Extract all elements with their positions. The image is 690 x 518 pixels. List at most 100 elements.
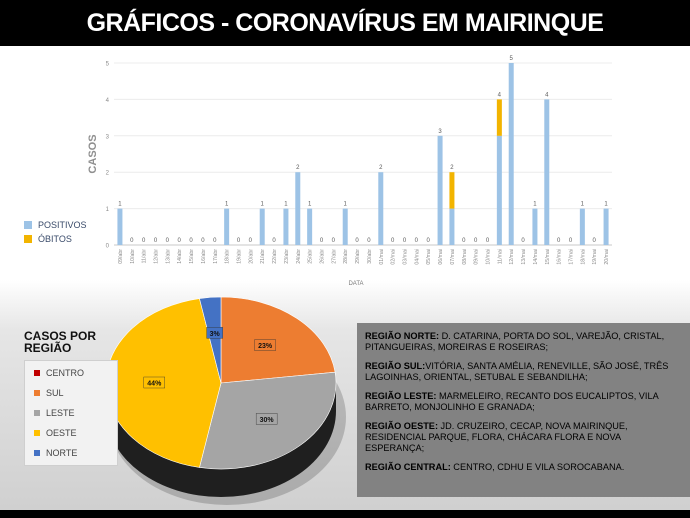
bar-positivos bbox=[283, 208, 289, 245]
x-tick-label: 19/abr bbox=[237, 249, 243, 264]
x-tick-label: 18/abr bbox=[225, 249, 231, 264]
region-central: REGIÃO CENTRAL: CENTRO, CDHU E VILA SORO… bbox=[365, 462, 682, 473]
legend-label-obitos: ÓBITOS bbox=[38, 234, 72, 244]
pie-side bbox=[106, 383, 336, 497]
data-label: 5 bbox=[510, 56, 514, 62]
data-label: 1 bbox=[225, 202, 229, 208]
data-label: 0 bbox=[320, 238, 324, 244]
data-label: 0 bbox=[557, 238, 561, 244]
bar-chart-legend: POSITIVOS ÓBITOS bbox=[24, 218, 87, 246]
x-tick-label: 13/abr bbox=[165, 249, 171, 264]
x-tick-label: 05/mai bbox=[426, 249, 432, 265]
x-tick-label: 21/abr bbox=[260, 249, 266, 264]
data-label: 0 bbox=[569, 238, 573, 244]
y-tick-label: 1 bbox=[106, 207, 110, 213]
x-tick-label: 23/abr bbox=[284, 249, 290, 264]
pie-data-label-text: 23% bbox=[258, 343, 273, 350]
region-norte: REGIÃO NORTE: D. CATARINA, PORTA DO SOL,… bbox=[365, 331, 682, 353]
data-label: 0 bbox=[249, 238, 253, 244]
legend-label-norte: NORTE bbox=[46, 448, 78, 458]
data-label: 0 bbox=[486, 238, 490, 244]
x-tick-label: 17/mai bbox=[569, 249, 575, 265]
data-label: 0 bbox=[237, 238, 241, 244]
pie-data-label-box bbox=[143, 376, 166, 389]
bottom-strip bbox=[0, 510, 690, 518]
pie-chart-legend: CASOS POR REGIÃO CENTRO SUL LESTE OESTE … bbox=[24, 330, 118, 466]
y-tick-label: 4 bbox=[106, 98, 110, 104]
pie-data-label-leste: 30% bbox=[255, 413, 278, 425]
x-tick-label: 11/abr bbox=[142, 249, 148, 264]
pie-data-label-text: 3% bbox=[210, 331, 221, 338]
region-sul-name: REGIÃO SUL: bbox=[365, 361, 426, 371]
x-tick-label: 02/mai bbox=[391, 249, 397, 265]
bar-positivos bbox=[449, 208, 455, 245]
pie-data-label-sul: 23% bbox=[254, 339, 276, 351]
region-oeste-name: REGIÃO OESTE: bbox=[365, 421, 438, 431]
bar-positivos bbox=[508, 63, 514, 245]
region-norte-text: D. CATARINA, PORTA DO SOL, VAREJÃO, CRIS… bbox=[365, 331, 665, 352]
title-bar: GRÁFICOS - CORONAVÍRUS EM MAIRINQUE bbox=[0, 0, 690, 46]
y-axis-title: CASOS bbox=[87, 134, 99, 173]
bar-positivos bbox=[117, 208, 123, 245]
y-tick-label: 5 bbox=[106, 62, 110, 68]
bar-positivos bbox=[342, 208, 348, 245]
y-tick-label: 0 bbox=[106, 244, 110, 250]
x-tick-label: 15/abr bbox=[189, 249, 195, 264]
legend-swatch-obitos bbox=[24, 235, 32, 243]
data-label: 1 bbox=[284, 202, 288, 208]
regions-panel: REGIÃO NORTE: D. CATARINA, PORTA DO SOL,… bbox=[357, 323, 690, 497]
legend-item-obitos: ÓBITOS bbox=[24, 232, 87, 246]
x-tick-label: 22/abr bbox=[272, 249, 278, 264]
x-tick-label: 01/mai bbox=[379, 249, 385, 265]
data-label: 1 bbox=[344, 202, 348, 208]
data-label: 0 bbox=[213, 238, 217, 244]
bar-positivos bbox=[532, 208, 538, 245]
legend-item-positivos: POSITIVOS bbox=[24, 218, 87, 232]
region-sul-text: VITÓRIA, SANTA AMÉLIA, RENEVILLE, SÃO JO… bbox=[365, 361, 669, 382]
x-tick-label: 14/mai bbox=[533, 249, 539, 265]
data-label: 0 bbox=[355, 238, 359, 244]
data-label: 0 bbox=[415, 238, 419, 244]
bar-positivos bbox=[224, 208, 230, 245]
data-label: 0 bbox=[272, 238, 276, 244]
legend-swatch-oeste bbox=[34, 430, 40, 436]
pie-data-label-text: 44% bbox=[147, 381, 162, 388]
data-label: 1 bbox=[533, 202, 537, 208]
pie-data-label-box bbox=[254, 339, 276, 351]
region-central-name: REGIÃO CENTRAL: bbox=[365, 462, 451, 472]
data-label: 0 bbox=[154, 238, 158, 244]
pie-data-label-norte: 3% bbox=[206, 327, 223, 339]
x-tick-label: 14/abr bbox=[177, 249, 183, 264]
x-tick-label: 03/mai bbox=[403, 249, 409, 265]
data-label: 0 bbox=[332, 238, 336, 244]
region-norte-name: REGIÃO NORTE: bbox=[365, 331, 440, 341]
bar-positivos bbox=[496, 135, 502, 245]
data-label: 0 bbox=[201, 238, 205, 244]
bar-positivos bbox=[544, 99, 550, 246]
x-tick-label: 28/abr bbox=[343, 249, 349, 264]
pie-legend-items: CENTRO SUL LESTE OESTE NORTE bbox=[24, 360, 118, 466]
data-label: 0 bbox=[166, 238, 170, 244]
y-tick-label: 2 bbox=[106, 171, 110, 177]
x-tick-label: 10/abr bbox=[130, 249, 136, 264]
x-tick-label: 04/mai bbox=[414, 249, 420, 265]
legend-item-sul: SUL bbox=[25, 383, 117, 403]
pie-data-label-box bbox=[255, 413, 278, 425]
bar-chart: 0 1 2 3 4 5 CASOS DATA 1 09/abr 0 10/abr 0 11/abr 0 12/… bbox=[87, 56, 612, 287]
x-axis-title: DATA bbox=[348, 281, 363, 287]
legend-label-centro: CENTRO bbox=[46, 368, 84, 378]
data-label: 0 bbox=[178, 238, 182, 244]
bar-obitos bbox=[496, 99, 502, 136]
pie-data-label-box bbox=[206, 327, 223, 339]
x-tick-label: 11/mai bbox=[497, 249, 503, 264]
pie-slice-norte bbox=[199, 296, 222, 384]
x-tick-label: 17/abr bbox=[213, 249, 219, 264]
bar-positivos bbox=[307, 208, 313, 245]
bar-positivos bbox=[378, 172, 384, 245]
data-label: 0 bbox=[462, 238, 466, 244]
legend-label-positivos: POSITIVOS bbox=[38, 220, 87, 230]
data-label: 0 bbox=[367, 238, 371, 244]
x-tick-label: 29/abr bbox=[355, 249, 361, 264]
data-label: 0 bbox=[474, 238, 478, 244]
